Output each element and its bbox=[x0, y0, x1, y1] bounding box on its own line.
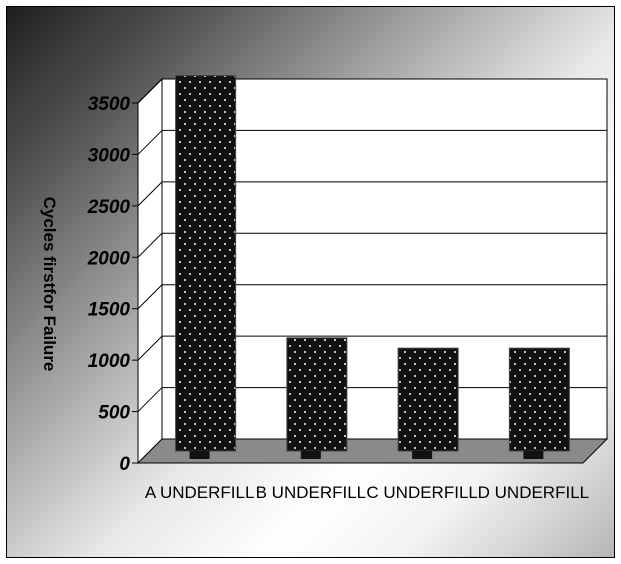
bar-shadow bbox=[523, 451, 544, 459]
gridline-side bbox=[137, 130, 163, 155]
bar-shadow bbox=[189, 451, 210, 459]
bar bbox=[286, 337, 348, 452]
y-tick-label: 3500 bbox=[88, 94, 131, 115]
x-category-label: D UNDERFILL bbox=[478, 483, 589, 502]
y-tick-label: 2000 bbox=[87, 248, 131, 269]
plot-side-wall bbox=[137, 77, 163, 465]
x-category-label: C UNDERFILL bbox=[366, 483, 477, 502]
gridline-side bbox=[137, 387, 163, 412]
y-tick-label: 3000 bbox=[88, 145, 131, 166]
bar-shadow bbox=[412, 451, 433, 459]
chart-frame: 0 500 1000 1500 2000 2500 3000 3500 A UNDERFILL B… bbox=[6, 6, 615, 558]
gridline-side bbox=[137, 78, 163, 104]
bar-shadow bbox=[300, 451, 321, 459]
x-category-label: A UNDERFILL bbox=[145, 483, 255, 502]
y-tick-label: 0 bbox=[119, 454, 130, 475]
y-tick-label: 1000 bbox=[88, 351, 131, 372]
y-axis-title: Cycles firstfor Failure bbox=[40, 197, 59, 372]
y-tick-label: 1500 bbox=[88, 300, 131, 321]
bar bbox=[508, 347, 570, 452]
y-tick-label: 500 bbox=[98, 403, 130, 424]
y-tick-label: 2500 bbox=[87, 197, 131, 218]
gridline-side bbox=[137, 181, 163, 207]
gridline-side bbox=[137, 284, 163, 310]
bar bbox=[397, 347, 459, 452]
gridline-side bbox=[137, 335, 163, 361]
x-category-label: B UNDERFILL bbox=[256, 483, 367, 502]
gridline-side bbox=[137, 232, 163, 258]
bar bbox=[175, 75, 237, 452]
chart-canvas: 0 500 1000 1500 2000 2500 3000 3500 A UNDERFILL B… bbox=[40, 75, 609, 502]
